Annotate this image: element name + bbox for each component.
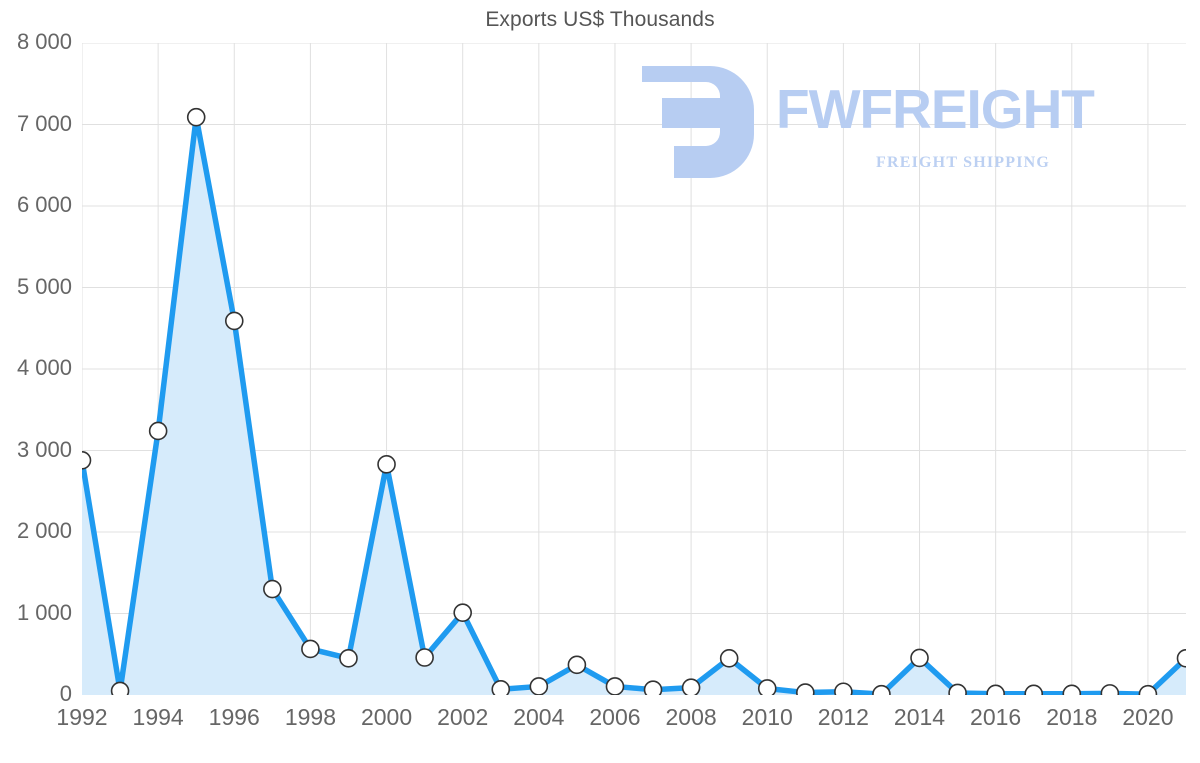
data-point-marker[interactable] bbox=[415, 648, 434, 667]
x-axis-tick-label: 2004 bbox=[513, 704, 565, 730]
y-axis-tick-label: 1 000 bbox=[16, 599, 72, 625]
x-axis-tick-label: 2000 bbox=[360, 704, 413, 730]
data-point-marker[interactable] bbox=[719, 649, 739, 668]
data-point-marker[interactable] bbox=[567, 655, 587, 675]
x-axis-tick-label: 2006 bbox=[589, 704, 641, 730]
data-point-marker[interactable] bbox=[1100, 684, 1120, 695]
x-axis-tick-label: 1992 bbox=[56, 704, 108, 730]
x-axis-tick-label: 1994 bbox=[132, 704, 184, 730]
data-point-marker[interactable] bbox=[82, 450, 92, 470]
data-point-marker[interactable] bbox=[910, 648, 929, 668]
grid-lines bbox=[82, 43, 1186, 695]
data-point-marker[interactable] bbox=[186, 107, 206, 127]
x-axis-tick-label: 2008 bbox=[665, 704, 717, 730]
data-point-marker[interactable] bbox=[148, 421, 168, 441]
y-axis-tick-label: 2 000 bbox=[16, 518, 72, 543]
data-point-marker[interactable] bbox=[110, 681, 130, 695]
data-point-marker[interactable] bbox=[757, 679, 777, 695]
data-point-marker[interactable] bbox=[1176, 649, 1187, 668]
data-point-marker[interactable] bbox=[1138, 684, 1158, 695]
y-axis-tick-label: 5 000 bbox=[16, 273, 72, 299]
x-axis-tick-label: 2002 bbox=[437, 704, 489, 730]
x-axis-tick-label: 2020 bbox=[1122, 704, 1174, 730]
data-point-marker[interactable] bbox=[605, 677, 625, 695]
x-axis-tick-label: 1996 bbox=[208, 704, 260, 730]
plot-area bbox=[82, 43, 1186, 695]
y-axis-tick-label: 8 000 bbox=[16, 29, 72, 54]
data-point-marker[interactable] bbox=[643, 680, 663, 695]
data-point-marker[interactable] bbox=[834, 682, 853, 695]
series-area-fill bbox=[82, 117, 1186, 695]
y-axis-tick-label: 3 000 bbox=[16, 436, 72, 462]
data-point-marker[interactable] bbox=[377, 455, 396, 474]
chart-canvas bbox=[82, 43, 1186, 695]
data-point-marker[interactable] bbox=[986, 684, 1005, 695]
data-point-marker[interactable] bbox=[491, 679, 511, 695]
data-point-marker[interactable] bbox=[224, 311, 244, 331]
x-axis-tick-label: 2018 bbox=[1046, 704, 1098, 730]
data-point-marker[interactable] bbox=[1062, 684, 1082, 695]
x-axis-tick-label: 2016 bbox=[970, 704, 1022, 730]
data-point-marker[interactable] bbox=[681, 678, 701, 695]
y-axis-tick-label: 4 000 bbox=[16, 355, 72, 380]
data-point-marker[interactable] bbox=[1024, 684, 1044, 695]
chart-title: Exports US$ Thousands bbox=[485, 8, 715, 31]
data-point-marker[interactable] bbox=[263, 579, 282, 599]
y-axis-tick-label: 0 bbox=[59, 681, 72, 706]
data-point-marker[interactable] bbox=[948, 683, 967, 695]
series-markers bbox=[82, 107, 1187, 695]
data-point-marker[interactable] bbox=[301, 639, 320, 659]
y-axis-tick-label: 6 000 bbox=[16, 192, 72, 217]
data-point-marker[interactable] bbox=[529, 677, 549, 695]
y-axis-tick-label: 7 000 bbox=[16, 110, 72, 136]
data-point-marker[interactable] bbox=[339, 649, 358, 668]
x-axis-tick-label: 1998 bbox=[284, 704, 336, 730]
x-axis-tick-label: 2014 bbox=[893, 704, 946, 730]
data-point-marker[interactable] bbox=[872, 684, 891, 695]
x-axis-tick-label: 2012 bbox=[817, 704, 869, 730]
data-point-marker[interactable] bbox=[453, 603, 472, 622]
x-axis-tick-label: 2010 bbox=[741, 704, 793, 730]
data-point-marker[interactable] bbox=[796, 683, 815, 695]
